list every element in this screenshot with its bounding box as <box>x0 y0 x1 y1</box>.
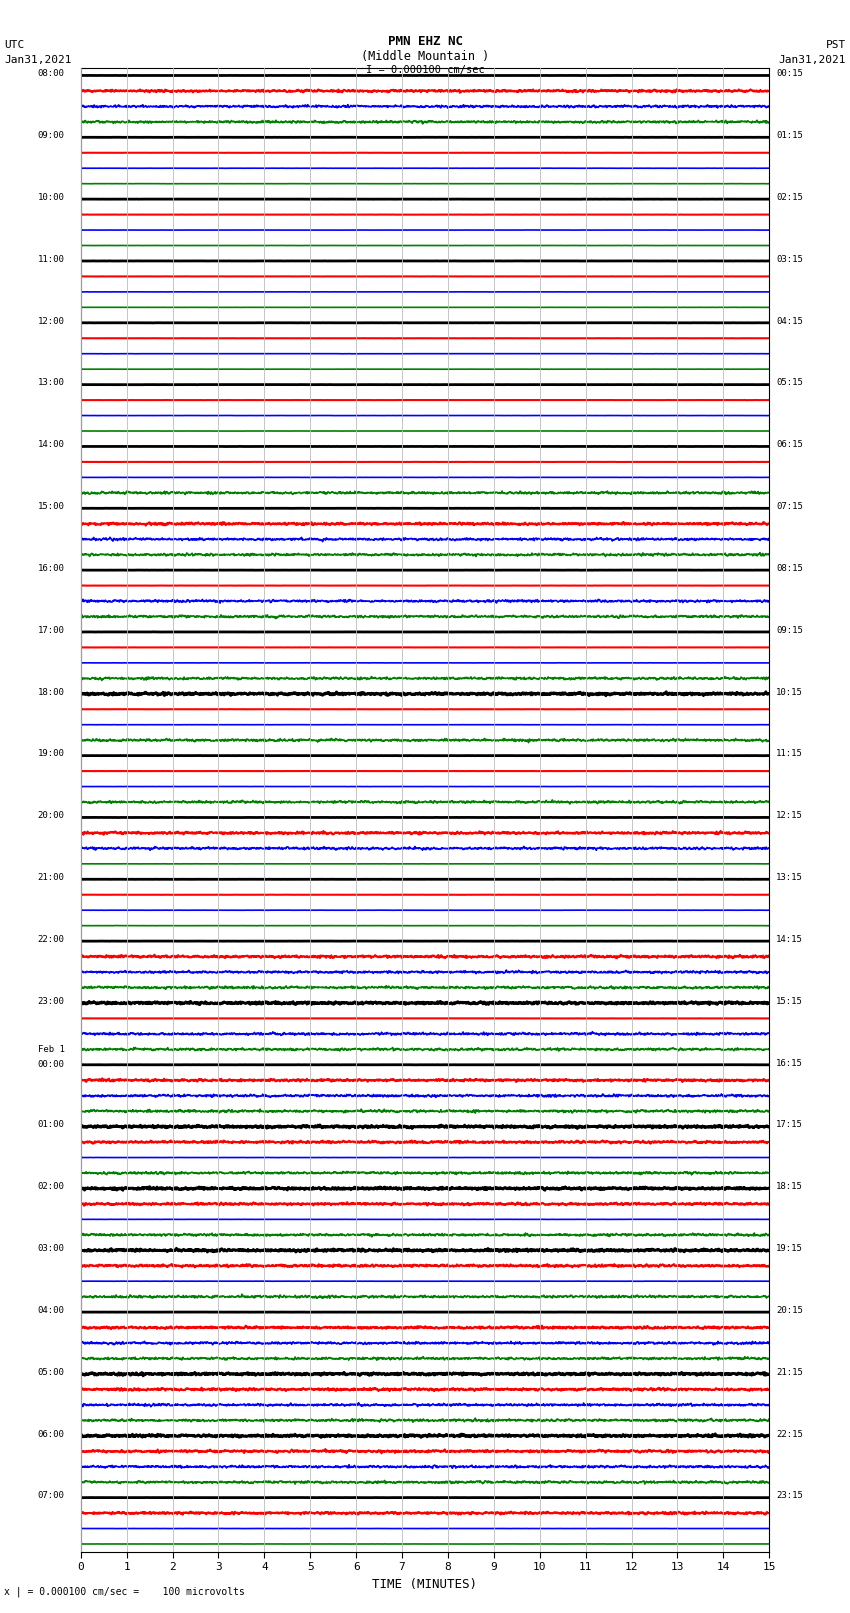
Text: 17:15: 17:15 <box>776 1121 803 1129</box>
Text: 12:00: 12:00 <box>37 316 65 326</box>
Text: 11:15: 11:15 <box>776 750 803 758</box>
Text: 09:00: 09:00 <box>37 131 65 140</box>
Text: 02:00: 02:00 <box>37 1182 65 1192</box>
Text: Jan31,2021: Jan31,2021 <box>4 55 71 65</box>
Text: 16:00: 16:00 <box>37 565 65 573</box>
Text: 15:15: 15:15 <box>776 997 803 1007</box>
Text: 04:15: 04:15 <box>776 316 803 326</box>
Text: PST: PST <box>825 40 846 50</box>
Text: 19:15: 19:15 <box>776 1244 803 1253</box>
Text: 17:00: 17:00 <box>37 626 65 636</box>
Text: 14:00: 14:00 <box>37 440 65 450</box>
Text: 01:00: 01:00 <box>37 1121 65 1129</box>
Text: 00:00: 00:00 <box>37 1060 65 1069</box>
Text: 20:15: 20:15 <box>776 1307 803 1315</box>
Text: 23:00: 23:00 <box>37 997 65 1007</box>
Text: I = 0.000100 cm/sec: I = 0.000100 cm/sec <box>366 65 484 74</box>
Text: 02:15: 02:15 <box>776 194 803 202</box>
Text: 10:15: 10:15 <box>776 687 803 697</box>
Text: 15:00: 15:00 <box>37 502 65 511</box>
Text: 09:15: 09:15 <box>776 626 803 636</box>
Text: 16:15: 16:15 <box>776 1058 803 1068</box>
Text: 20:00: 20:00 <box>37 811 65 821</box>
Text: 21:15: 21:15 <box>776 1368 803 1378</box>
Text: 19:00: 19:00 <box>37 750 65 758</box>
Text: 03:00: 03:00 <box>37 1244 65 1253</box>
Text: 18:15: 18:15 <box>776 1182 803 1192</box>
Text: 03:15: 03:15 <box>776 255 803 265</box>
Text: 08:00: 08:00 <box>37 69 65 79</box>
Text: 14:15: 14:15 <box>776 936 803 944</box>
Text: 05:15: 05:15 <box>776 379 803 387</box>
Text: 00:15: 00:15 <box>776 69 803 79</box>
Text: 11:00: 11:00 <box>37 255 65 265</box>
Text: 21:00: 21:00 <box>37 873 65 882</box>
Text: 22:15: 22:15 <box>776 1429 803 1439</box>
Text: 06:15: 06:15 <box>776 440 803 450</box>
Text: 13:00: 13:00 <box>37 379 65 387</box>
Text: Jan31,2021: Jan31,2021 <box>779 55 846 65</box>
Text: 01:15: 01:15 <box>776 131 803 140</box>
Text: 13:15: 13:15 <box>776 873 803 882</box>
Text: PMN EHZ NC: PMN EHZ NC <box>388 35 462 48</box>
X-axis label: TIME (MINUTES): TIME (MINUTES) <box>372 1578 478 1590</box>
Text: 12:15: 12:15 <box>776 811 803 821</box>
Text: 08:15: 08:15 <box>776 565 803 573</box>
Text: 18:00: 18:00 <box>37 687 65 697</box>
Text: 06:00: 06:00 <box>37 1429 65 1439</box>
Text: 07:00: 07:00 <box>37 1492 65 1500</box>
Text: x | = 0.000100 cm/sec =    100 microvolts: x | = 0.000100 cm/sec = 100 microvolts <box>4 1586 245 1597</box>
Text: UTC: UTC <box>4 40 25 50</box>
Text: 07:15: 07:15 <box>776 502 803 511</box>
Text: Feb 1: Feb 1 <box>37 1045 65 1053</box>
Text: 10:00: 10:00 <box>37 194 65 202</box>
Text: 05:00: 05:00 <box>37 1368 65 1378</box>
Text: 22:00: 22:00 <box>37 936 65 944</box>
Text: 23:15: 23:15 <box>776 1492 803 1500</box>
Text: (Middle Mountain ): (Middle Mountain ) <box>361 50 489 63</box>
Text: 04:00: 04:00 <box>37 1307 65 1315</box>
